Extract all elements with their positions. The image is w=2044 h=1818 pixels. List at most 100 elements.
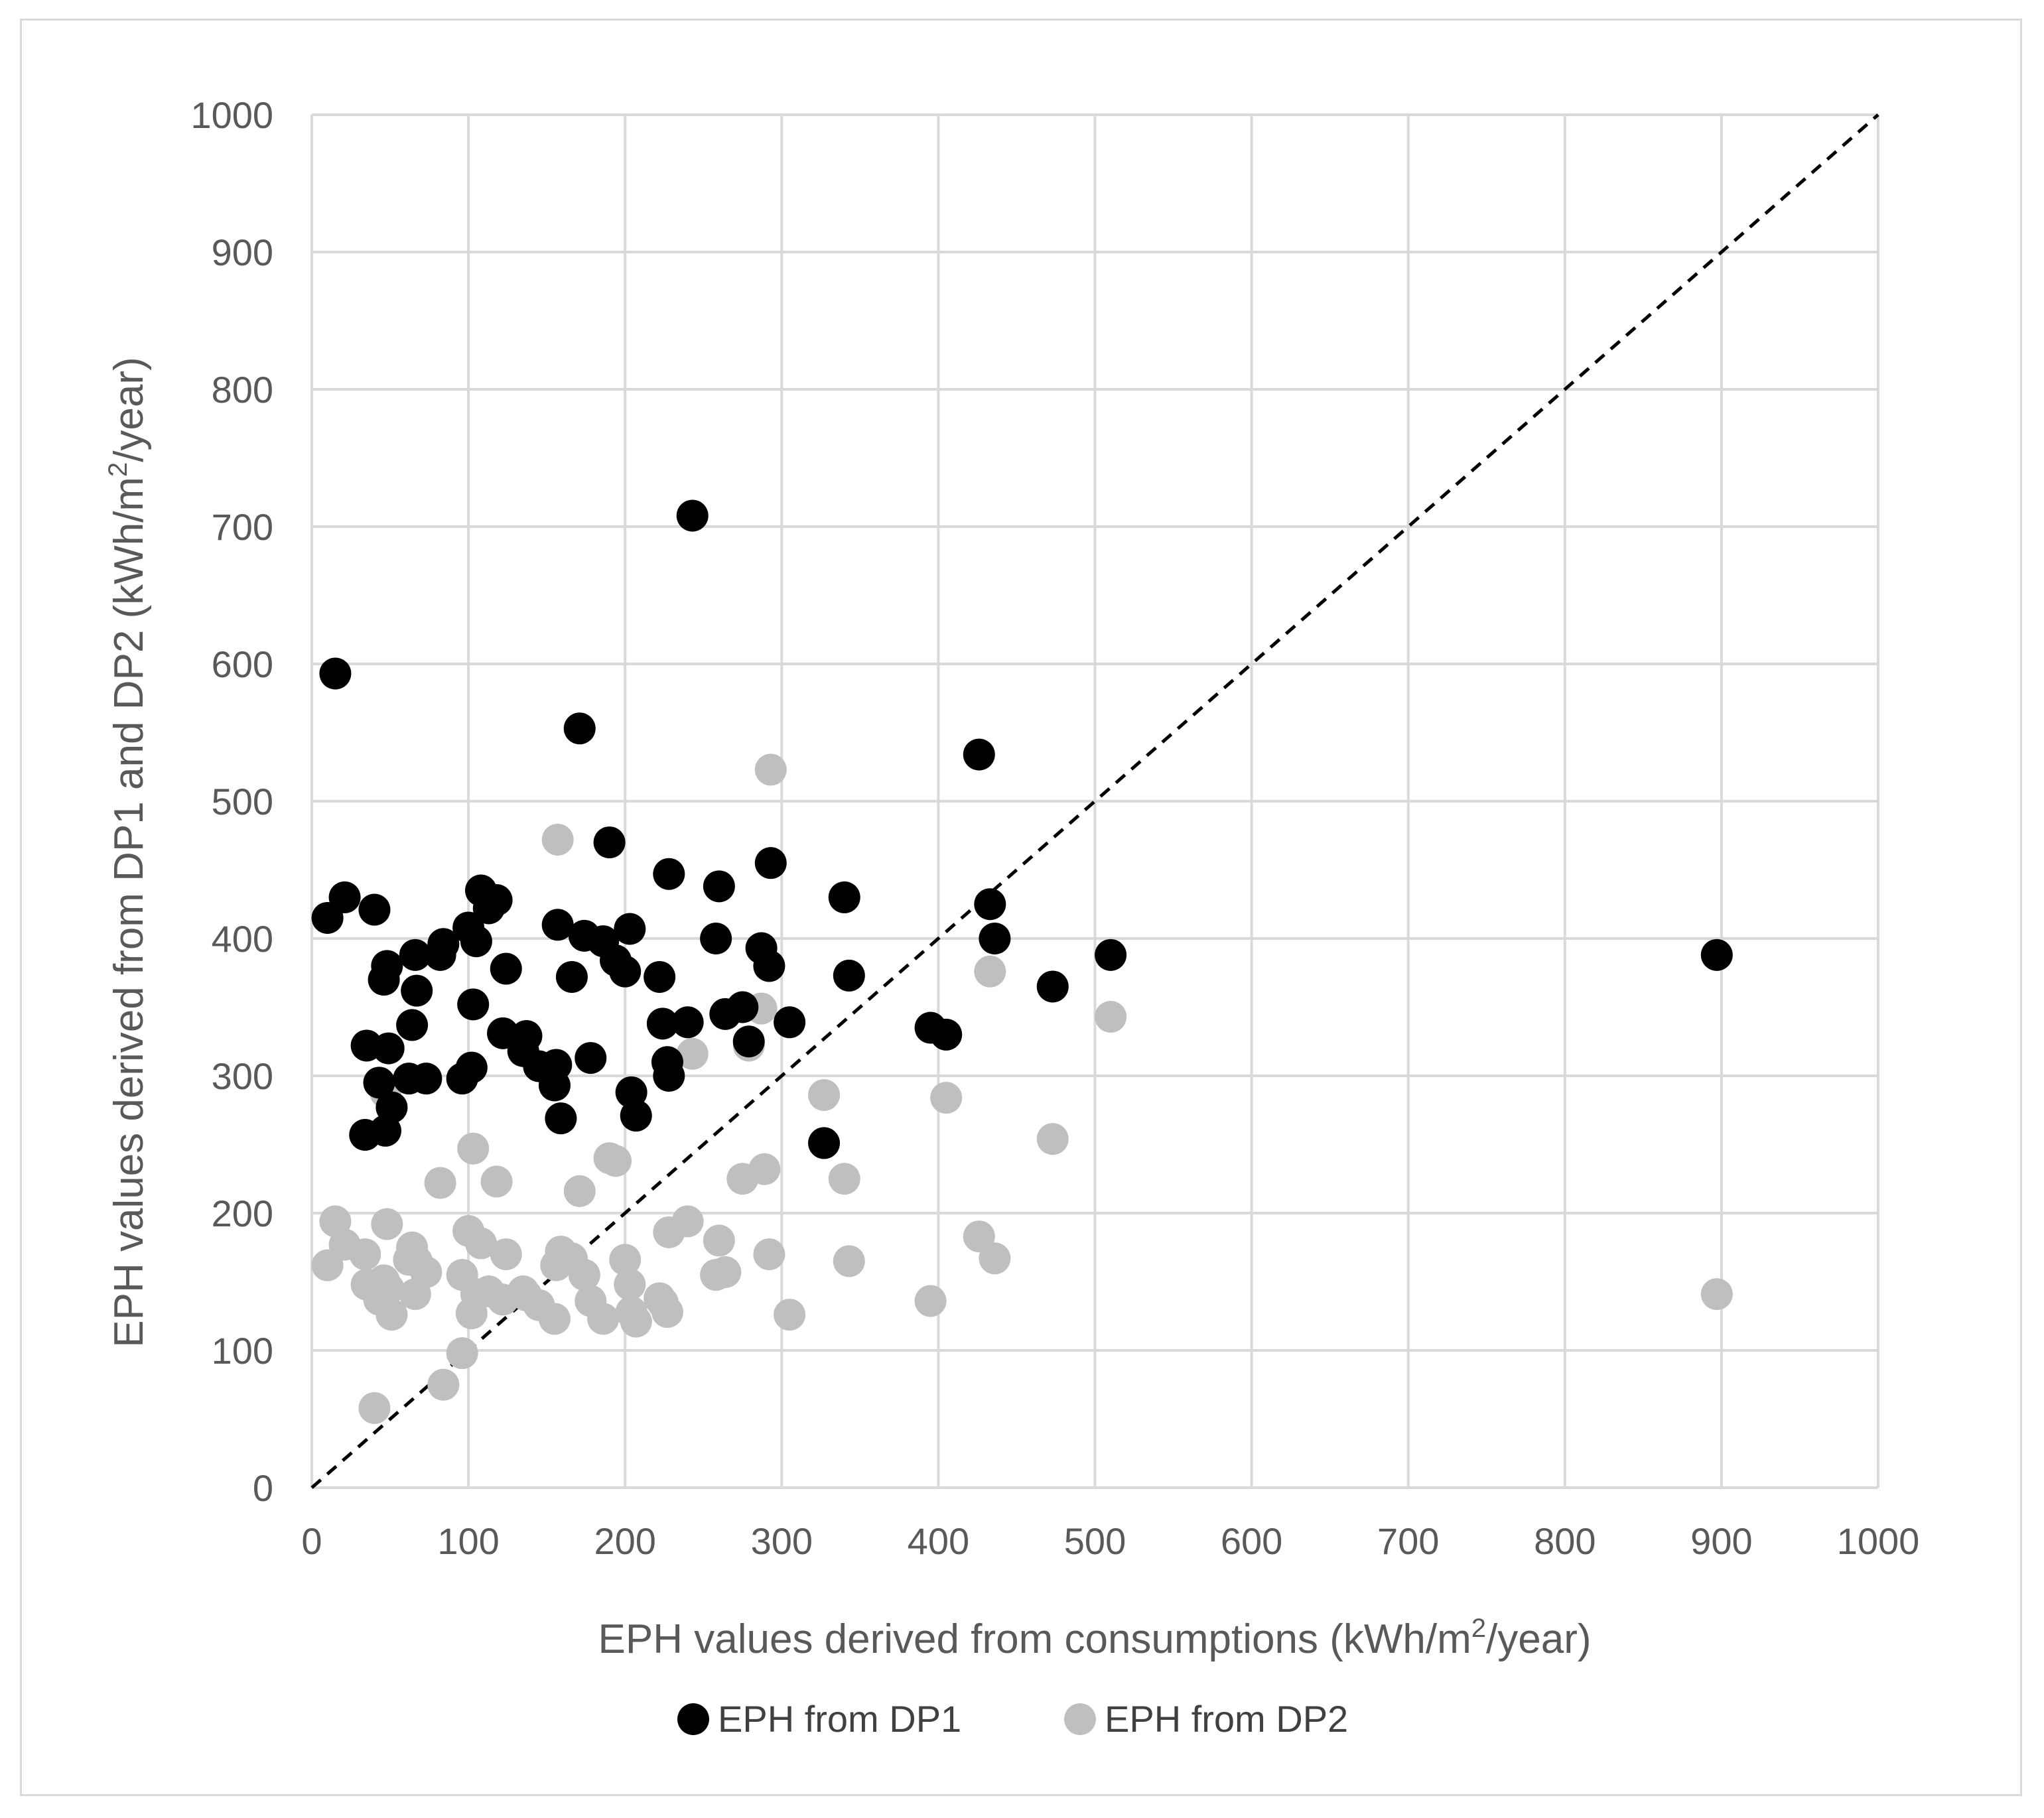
y-tick-label: 100 [212, 1330, 273, 1372]
y-tick-label: 1000 [190, 94, 273, 136]
y-axis-title: EPH values derived from DP1 and DP2 (kWh… [103, 357, 152, 1348]
data-point-dp1 [653, 1060, 685, 1092]
data-point-dp1 [1700, 939, 1733, 971]
y-tick-label: 700 [212, 506, 273, 548]
data-point-dp1 [457, 988, 490, 1021]
data-point-dp1 [979, 923, 1011, 954]
y-tick-label: 600 [212, 643, 273, 685]
data-point-dp1 [328, 881, 361, 913]
data-point-dp2 [709, 1256, 742, 1289]
data-point-dp1 [614, 913, 646, 945]
data-point-dp2 [676, 1037, 709, 1070]
data-point-dp1 [753, 950, 785, 982]
y-tick-label: 300 [212, 1055, 273, 1097]
x-tick-label: 100 [437, 1520, 499, 1562]
data-point-dp1 [541, 909, 574, 941]
data-point-dp1 [754, 847, 787, 879]
data-point-dp1 [358, 893, 391, 926]
data-point-dp1 [545, 1102, 577, 1135]
y-tick-label: 900 [212, 231, 273, 273]
data-point-dp2 [828, 1163, 860, 1195]
data-point-dp2 [808, 1078, 841, 1111]
y-tick-label: 0 [253, 1467, 273, 1509]
data-point-dp2 [372, 1272, 405, 1305]
data-point-dp2 [979, 1242, 1011, 1275]
data-point-dp2 [371, 1208, 403, 1240]
data-point-dp2 [587, 1303, 620, 1335]
data-point-dp2 [541, 823, 574, 856]
data-point-dp2 [464, 1227, 497, 1260]
data-point-dp1 [396, 1009, 429, 1041]
data-point-dp2 [614, 1268, 646, 1301]
data-point-dp1 [653, 858, 685, 890]
x-tick-label: 200 [594, 1520, 655, 1562]
data-point-dp2 [753, 1238, 785, 1271]
data-point-dp1 [703, 870, 735, 903]
x-axis-ticks: 0 100 200 300 400 500 600 700 800 900 1000 [301, 1520, 1919, 1562]
y-axis-ticks: 0 100 200 300 400 500 600 700 800 900 1000 [190, 94, 273, 1509]
data-point-dp2 [1095, 1000, 1127, 1033]
data-point-dp1 [575, 1042, 607, 1074]
data-point-dp2 [410, 1256, 443, 1289]
data-point-dp2 [538, 1303, 571, 1335]
legend-label-dp1: EPH from DP1 [718, 1698, 961, 1740]
x-tick-label: 700 [1377, 1520, 1439, 1562]
data-point-dp2 [375, 1299, 408, 1331]
data-point-dp1 [726, 991, 759, 1023]
data-point-dp1 [808, 1127, 841, 1159]
x-axis-title: EPH values derived from consumptions (kW… [598, 1614, 1592, 1662]
data-point-dp1 [480, 884, 513, 917]
data-point-dp1 [644, 960, 676, 993]
data-point-dp1 [490, 952, 522, 985]
x-tick-label: 800 [1534, 1520, 1596, 1562]
data-point-dp2 [600, 1145, 632, 1177]
data-point-dp2 [457, 1132, 490, 1165]
data-point-dp1 [375, 1091, 408, 1124]
data-point-dp2 [833, 1245, 865, 1277]
data-point-dp2 [620, 1305, 652, 1338]
series-dp1 [311, 499, 1733, 1159]
data-point-dp1 [455, 1051, 488, 1084]
chart-frame [20, 19, 2022, 1796]
data-point-dp1 [555, 960, 588, 993]
data-point-dp1 [540, 1049, 573, 1081]
legend-marker-dp2 [1064, 1703, 1096, 1735]
data-point-dp2 [974, 955, 1006, 988]
x-tick-label: 0 [301, 1520, 322, 1562]
data-point-dp2 [568, 1259, 600, 1291]
data-point-dp1 [427, 928, 460, 960]
data-point-dp2 [609, 1244, 642, 1276]
x-tick-label: 300 [751, 1520, 813, 1562]
y-tick-label: 400 [212, 918, 273, 960]
data-point-dp2 [1700, 1278, 1733, 1311]
data-point-dp2 [754, 753, 787, 786]
data-point-dp2 [671, 1205, 704, 1238]
data-point-dp1 [676, 499, 709, 532]
series-dp2 [311, 753, 1733, 1424]
x-tick-label: 1000 [1837, 1520, 1920, 1562]
data-point-dp2 [930, 1082, 963, 1114]
data-point-dp2 [651, 1296, 683, 1329]
data-point-dp2 [358, 1392, 391, 1424]
x-tick-label: 600 [1221, 1520, 1282, 1562]
data-point-dp1 [593, 826, 626, 859]
data-point-dp2 [427, 1368, 460, 1401]
data-point-dp1 [646, 1007, 679, 1040]
data-point-dp1 [399, 939, 431, 971]
series-layer [311, 499, 1733, 1424]
data-point-dp2 [748, 1153, 781, 1185]
y-tick-label: 500 [212, 781, 273, 822]
data-point-dp2 [446, 1337, 478, 1370]
data-point-dp1 [1095, 939, 1127, 971]
x-tick-label: 500 [1064, 1520, 1126, 1562]
data-point-dp1 [671, 1006, 704, 1039]
data-point-dp2 [914, 1285, 947, 1317]
x-tick-label: 400 [908, 1520, 969, 1562]
data-point-dp1 [319, 657, 352, 690]
data-point-dp1 [930, 1018, 963, 1051]
data-point-dp1 [828, 881, 860, 913]
data-point-dp1 [963, 738, 995, 771]
data-point-dp1 [410, 1063, 443, 1095]
data-point-dp1 [510, 1019, 543, 1052]
y-tick-label: 800 [212, 369, 273, 411]
